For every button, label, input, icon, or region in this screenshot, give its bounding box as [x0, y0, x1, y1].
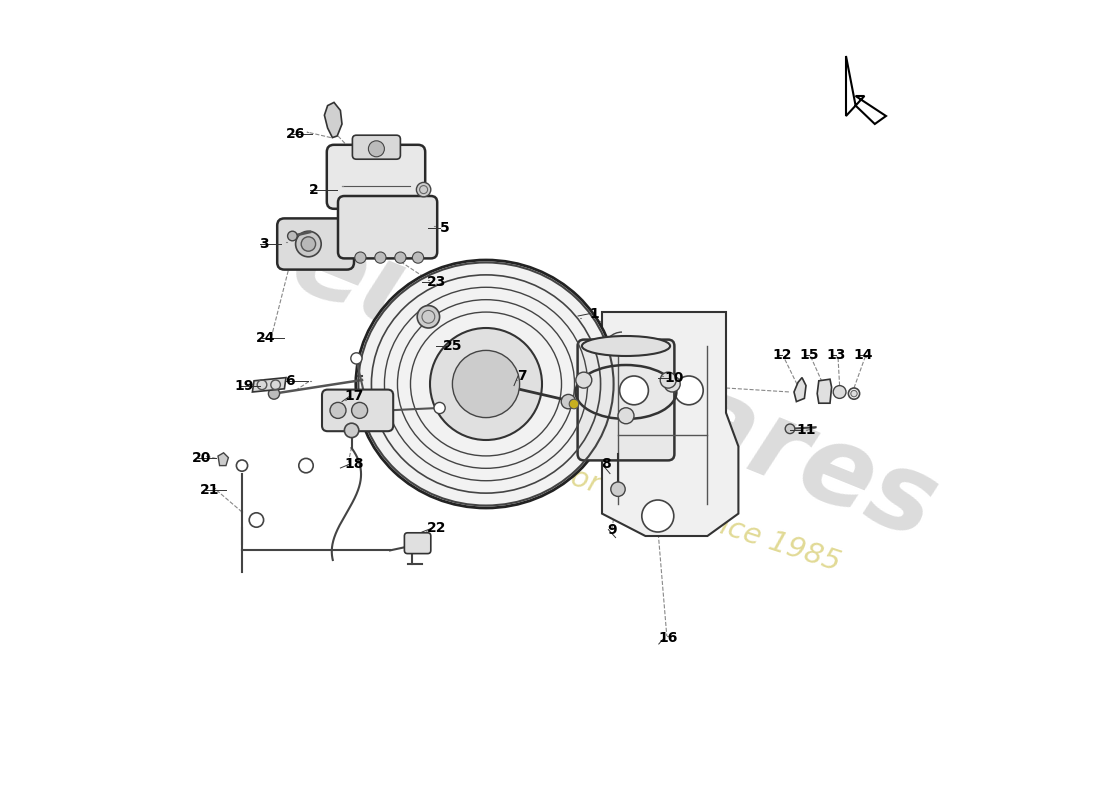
Text: 21: 21	[200, 482, 220, 497]
Text: 19: 19	[234, 378, 254, 393]
FancyBboxPatch shape	[277, 218, 354, 270]
Text: 8: 8	[601, 457, 610, 471]
FancyBboxPatch shape	[352, 135, 400, 159]
Text: 6: 6	[285, 374, 295, 388]
Circle shape	[352, 402, 367, 418]
Circle shape	[850, 390, 857, 397]
Polygon shape	[846, 56, 886, 124]
Circle shape	[618, 408, 634, 424]
Circle shape	[344, 423, 359, 438]
Text: 13: 13	[827, 348, 846, 362]
Circle shape	[417, 182, 431, 197]
Text: 11: 11	[796, 423, 816, 438]
Text: 3: 3	[260, 237, 270, 251]
Text: 5: 5	[440, 221, 449, 235]
Text: 25: 25	[442, 338, 462, 353]
Polygon shape	[218, 453, 229, 466]
FancyBboxPatch shape	[578, 339, 674, 461]
Polygon shape	[602, 312, 738, 536]
Circle shape	[619, 376, 648, 405]
Text: 10: 10	[664, 370, 684, 385]
Ellipse shape	[355, 260, 616, 508]
Circle shape	[660, 372, 676, 388]
Circle shape	[395, 252, 406, 263]
Text: 26: 26	[286, 127, 306, 142]
Circle shape	[375, 252, 386, 263]
Circle shape	[452, 350, 519, 418]
Circle shape	[569, 399, 579, 409]
Circle shape	[412, 252, 424, 263]
Circle shape	[674, 376, 703, 405]
Circle shape	[833, 386, 846, 398]
Circle shape	[296, 231, 321, 257]
Circle shape	[575, 372, 592, 388]
Circle shape	[287, 231, 297, 241]
Text: eurospares: eurospares	[276, 206, 952, 562]
Text: 22: 22	[427, 521, 447, 535]
Circle shape	[561, 394, 575, 409]
Circle shape	[355, 252, 366, 263]
Polygon shape	[794, 378, 806, 402]
Text: 20: 20	[192, 450, 211, 465]
Circle shape	[664, 376, 680, 392]
Circle shape	[301, 237, 316, 251]
Polygon shape	[324, 102, 342, 138]
Circle shape	[785, 424, 795, 434]
Text: 23: 23	[427, 274, 447, 289]
Circle shape	[330, 402, 346, 418]
Text: a passion for parts since 1985: a passion for parts since 1985	[417, 414, 844, 578]
Text: 17: 17	[344, 389, 364, 403]
Text: 14: 14	[854, 348, 873, 362]
Polygon shape	[817, 379, 832, 403]
Text: 16: 16	[659, 630, 678, 645]
FancyBboxPatch shape	[327, 145, 426, 209]
FancyBboxPatch shape	[338, 196, 437, 258]
Text: 18: 18	[344, 457, 364, 471]
Circle shape	[610, 482, 625, 496]
Circle shape	[351, 353, 362, 364]
Text: 24: 24	[256, 330, 276, 345]
Text: 2: 2	[309, 182, 319, 197]
FancyBboxPatch shape	[405, 533, 431, 554]
Circle shape	[641, 500, 674, 532]
Text: 12: 12	[772, 348, 792, 362]
Circle shape	[434, 402, 446, 414]
Text: 15: 15	[800, 348, 818, 362]
Text: 9: 9	[607, 522, 617, 537]
Circle shape	[268, 388, 279, 399]
Circle shape	[368, 141, 384, 157]
Text: 7: 7	[517, 369, 527, 383]
FancyBboxPatch shape	[322, 390, 393, 431]
Polygon shape	[252, 378, 286, 392]
Circle shape	[417, 306, 440, 328]
Circle shape	[430, 328, 542, 440]
Text: 1: 1	[590, 306, 598, 321]
Ellipse shape	[582, 336, 670, 356]
